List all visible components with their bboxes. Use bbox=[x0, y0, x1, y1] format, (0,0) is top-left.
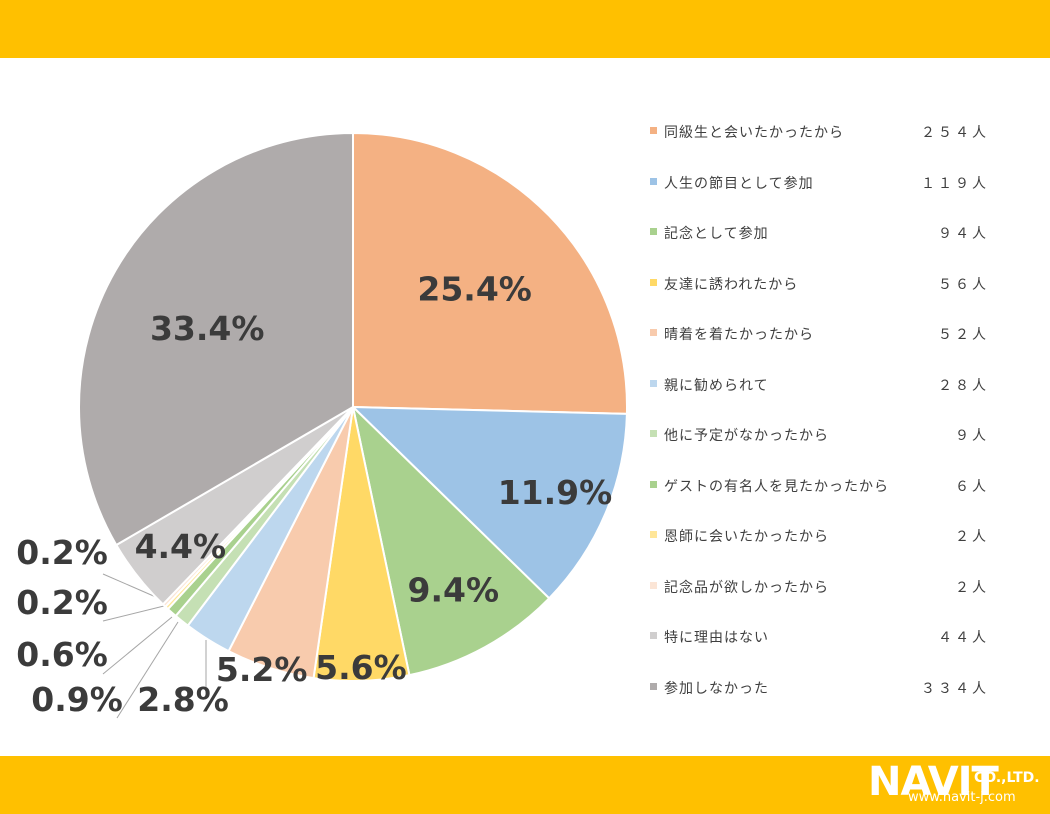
legend-label: 記念品が欲しかったから bbox=[664, 579, 829, 596]
slice-percent-label: 4.4% bbox=[135, 527, 227, 566]
legend-swatch bbox=[650, 430, 657, 437]
chart-legend: 同級生と会いたかったから ２５４人人生の節目として参加 １１９人記念として参加 ９４人… bbox=[650, 115, 995, 721]
slice-percent-label: 11.9% bbox=[498, 473, 613, 512]
legend-item: 晴着を着たかったから ５２人 bbox=[650, 317, 995, 368]
legend-count: ２５４人 bbox=[921, 125, 989, 141]
legend-item: 記念品が欲しかったから ２人 bbox=[650, 570, 995, 621]
legend-count: ５２人 bbox=[938, 327, 989, 343]
logo-sub-text: CO.,LTD. bbox=[974, 770, 1040, 786]
legend-label: 他に予定がなかったから bbox=[664, 428, 829, 444]
leader-line bbox=[102, 604, 169, 622]
slice-percent-label: 0.2% bbox=[16, 533, 108, 572]
logo-main-text: NAVIT bbox=[868, 759, 999, 805]
slice-percent-label: 2.8% bbox=[137, 680, 229, 719]
legend-label: 同級生と会いたかったから bbox=[664, 125, 844, 141]
legend-item: 他に予定がなかったから ９人 bbox=[650, 418, 995, 469]
top-banner bbox=[0, 0, 1050, 58]
legend-label: 特に理由はない bbox=[664, 630, 769, 646]
legend-item: 同級生と会いたかったから ２５４人 bbox=[650, 115, 995, 166]
legend-count: ５６人 bbox=[938, 276, 989, 293]
pie-chart: 25.4% 11.9% 9.4%5.6%5.2%2.8% 0.9% 0.6% 0.2% 0.… bbox=[16, 131, 628, 719]
leader-line bbox=[102, 616, 173, 675]
legend-label: 参加しなかった bbox=[664, 680, 769, 697]
legend-label: 友達に誘われたから bbox=[664, 276, 799, 293]
legend-swatch bbox=[650, 480, 657, 488]
legend-count: ２人 bbox=[955, 579, 989, 596]
slice-percent-label: 0.2% bbox=[16, 583, 108, 622]
slice-percent-label: 0.6% bbox=[16, 635, 108, 674]
slice-percent-label: 33.4% bbox=[150, 309, 265, 348]
legend-item: 人生の節目として参加 １１９人 bbox=[650, 166, 995, 217]
legend-label: 記念として参加 bbox=[664, 226, 769, 242]
pie-slice bbox=[78, 131, 354, 547]
legend-swatch bbox=[650, 581, 657, 589]
legend-label: 人生の節目として参加 bbox=[664, 175, 814, 192]
legend-swatch bbox=[650, 531, 657, 538]
legend-swatch bbox=[650, 127, 657, 134]
legend-label: 恩師に会いたかったから bbox=[664, 529, 829, 545]
leader-line bbox=[116, 621, 179, 719]
legend-item: 親に勧められて ２８人 bbox=[650, 368, 995, 419]
legend-count: ４４人 bbox=[938, 630, 989, 646]
legend-item: ゲストの有名人を見たかったから ６人 bbox=[650, 469, 995, 520]
legend-swatch bbox=[650, 228, 657, 235]
legend-label: 親に勧められて bbox=[664, 377, 769, 394]
slice-percent-label: 9.4% bbox=[408, 570, 500, 609]
pie-slice bbox=[351, 403, 551, 677]
legend-label: ゲストの有名人を見たかったから bbox=[664, 478, 889, 495]
legend-item: 友達に誘われたから ５６人 bbox=[650, 267, 995, 318]
legend-swatch bbox=[650, 278, 657, 286]
legend-swatch bbox=[650, 379, 657, 387]
legend-swatch bbox=[650, 329, 657, 336]
legend-swatch bbox=[650, 177, 657, 185]
legend-count: ２８人 bbox=[938, 377, 989, 394]
legend-swatch bbox=[650, 632, 657, 639]
legend-item: 記念として参加 ９４人 bbox=[650, 216, 995, 267]
legend-count: ９４人 bbox=[938, 226, 989, 242]
navit-logo: NAVIT CO.,LTD. www.navit-j.com bbox=[868, 760, 1046, 810]
bottom-banner bbox=[0, 756, 1050, 814]
slice-percent-label: 5.2% bbox=[216, 650, 308, 689]
legend-count: ３３４人 bbox=[921, 680, 989, 697]
legend-label: 晴着を着たかったから bbox=[664, 327, 814, 343]
legend-count: ２人 bbox=[955, 529, 989, 545]
legend-count: ６人 bbox=[955, 478, 989, 495]
slice-percent-label: 25.4% bbox=[417, 269, 532, 308]
legend-count: １１９人 bbox=[921, 175, 989, 192]
legend-item: 特に理由はない ４４人 bbox=[650, 620, 995, 671]
legend-count: ９人 bbox=[955, 428, 989, 444]
legend-swatch bbox=[650, 682, 657, 690]
legend-item: 参加しなかった ３３４人 bbox=[650, 671, 995, 722]
logo-url: www.navit-j.com bbox=[908, 790, 1016, 805]
slice-percent-label: 5.6% bbox=[315, 648, 407, 687]
slice-percent-label: 0.9% bbox=[31, 680, 123, 719]
legend-item: 恩師に会いたかったから ２人 bbox=[650, 519, 995, 570]
pie-slice bbox=[352, 131, 628, 415]
pie-slice bbox=[350, 405, 628, 600]
